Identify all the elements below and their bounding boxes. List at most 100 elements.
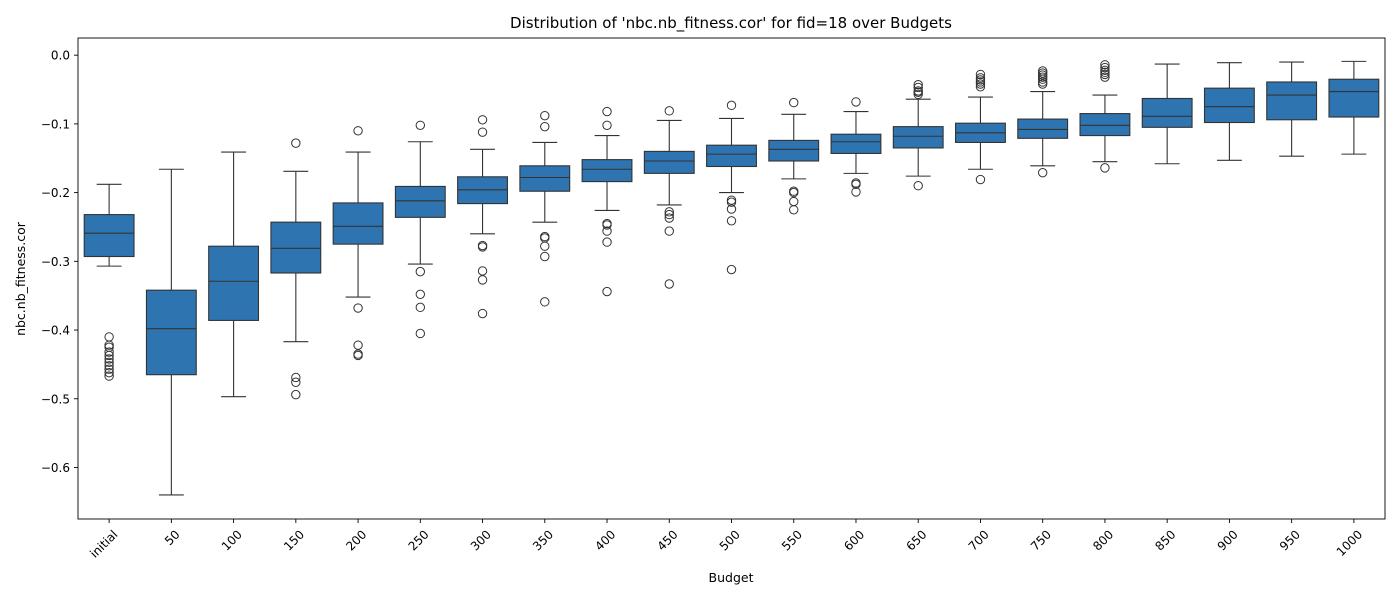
outlier-point [851,179,861,190]
x-tick-label: 800 [1090,527,1116,553]
outlier-point [291,389,301,400]
outlier-point [1037,79,1048,89]
outlier-point [726,100,737,111]
box-iqr [145,289,197,376]
outlier-point [1037,167,1048,178]
outlier-point [975,79,986,89]
outlier-point [477,115,488,125]
outlier-point [726,195,737,205]
y-axis-label: nbc.nb_fitness.cor [13,221,28,336]
outlier-point [477,242,488,252]
outlier-point [291,138,301,148]
outlier-point [913,82,923,93]
box-iqr [1266,81,1318,121]
box-iqr [581,159,633,183]
x-tick-label: 500 [717,527,743,553]
y-tick-label: 0.0 [51,49,70,63]
box-iqr [1203,87,1255,124]
y-tick-label: −0.6 [41,461,70,475]
outlier-point [415,289,426,300]
outlier-point [477,266,488,276]
x-tick-label: 50 [162,527,183,548]
x-tick-label: 750 [1028,527,1054,553]
x-tick-label: 950 [1277,527,1303,553]
outlier-point [540,297,550,307]
plot-frame [77,37,1386,520]
box-iqr [706,144,757,168]
outlier-point [1100,163,1110,173]
outlier-point [664,226,674,236]
x-tick-label: 250 [406,527,432,553]
y-tick-label: −0.3 [41,255,70,269]
outlier-point [104,357,114,368]
outlier-point [291,377,301,387]
outlier-point [1100,62,1110,73]
outlier-point [913,89,923,100]
outlier-point [851,187,861,197]
box-iqr [1017,118,1069,139]
outlier-point [726,197,737,207]
outlier-point [602,220,612,230]
outlier-point [664,207,674,217]
x-tick-label: 900 [1215,527,1241,553]
box-iqr [332,202,384,245]
outlier-point [415,328,426,339]
outlier-point [353,350,363,361]
x-tick-label: 1000 [1334,527,1365,558]
outlier-point [415,302,426,313]
outlier-point [602,120,612,130]
outlier-point [104,350,114,361]
x-tick-label: 550 [779,527,805,553]
outlier-point [540,251,550,262]
box-iqr [768,139,820,162]
outlier-point [602,106,612,117]
outlier-point [851,97,861,107]
outlier-point [913,181,923,191]
outlier-point [415,266,426,277]
y-tick-label: −0.4 [41,324,70,338]
y-tick-label: −0.1 [41,117,70,131]
outlier-point [789,196,799,207]
outlier-point [477,275,488,285]
outlier-point [104,347,114,357]
outlier-point [664,106,674,116]
outlier-point [664,213,674,223]
box-iqr [1328,78,1380,118]
outlier-point [540,241,550,251]
box-iqr [643,150,695,174]
outlier-point [104,354,114,364]
plot-area: 0.0 −0.1 −0.2 −0.3 −0.4 −0.5 −0.6 initial 50 100 1… [41,49,1380,561]
x-tick-label: 300 [468,527,494,553]
box-iqr [830,133,882,154]
x-tick-label: 200 [343,527,369,553]
outlier-point [913,80,923,90]
outlier-point [291,372,301,383]
y-tick-label: −0.5 [41,392,70,406]
outlier-point [353,303,363,313]
outlier-point [353,340,363,350]
box-iqr [892,126,944,149]
x-tick-label: initial [87,527,120,560]
outlier-point [789,205,799,215]
x-tick-label: 350 [530,527,556,553]
x-tick-label: 600 [841,527,867,553]
box-iqr [208,245,260,321]
outlier-point [104,367,114,378]
x-axis-label: Budget [709,570,754,585]
x-tick-label: 650 [903,527,929,553]
outlier-point [726,216,737,226]
outlier-point [1037,74,1048,84]
outlier-point [975,82,986,92]
outlier-point [975,174,986,185]
box-iqr [519,165,571,192]
x-tick-label: 100 [219,527,245,553]
outlier-point [1100,69,1110,80]
outlier-point [602,286,612,297]
outlier-point [477,308,488,319]
x-tick-label: 700 [966,527,992,553]
outlier-point [789,97,799,108]
outlier-point [104,364,114,374]
box-iqr [1079,113,1131,137]
outlier-point [477,127,488,137]
